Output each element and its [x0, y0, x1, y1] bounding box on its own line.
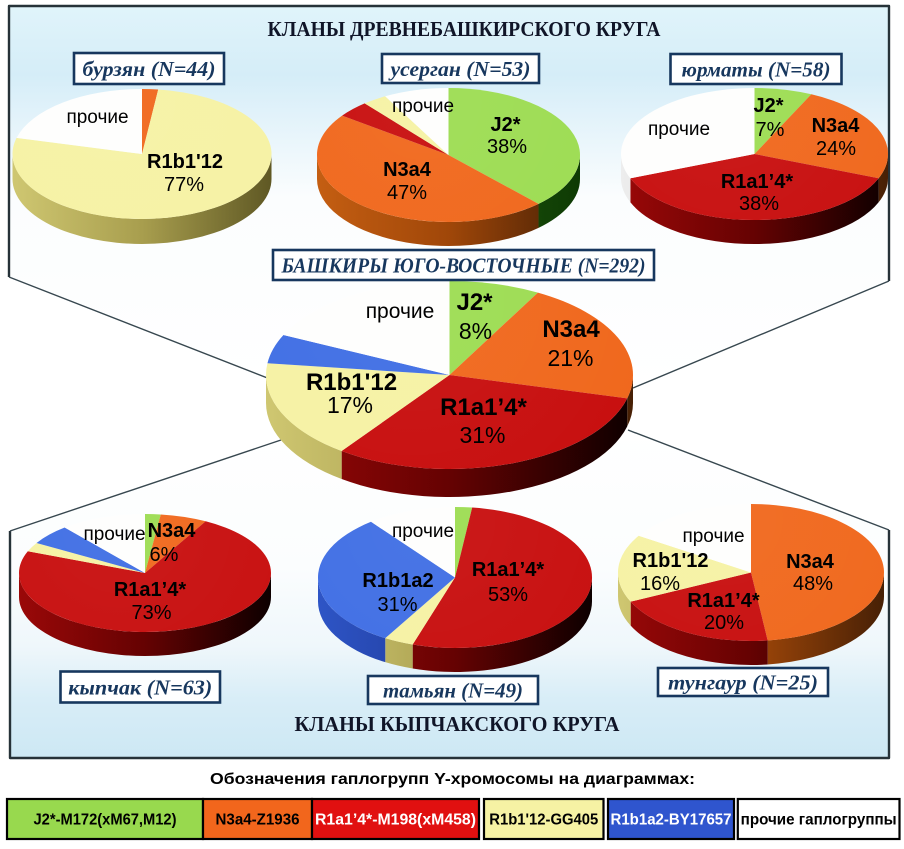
svg-text:кыпчак (N=63): кыпчак (N=63) [68, 675, 212, 699]
svg-text:77%: 77% [164, 174, 204, 196]
svg-text:R1b1a2: R1b1a2 [362, 570, 433, 592]
svg-text:тамьян (N=49): тамьян (N=49) [383, 678, 523, 702]
svg-text:прочие гаплогруппы: прочие гаплогруппы [741, 812, 897, 829]
svg-text:прочие: прочие [392, 96, 454, 117]
svg-text:7%: 7% [756, 119, 785, 141]
svg-text:R1a1’4*: R1a1’4* [472, 559, 544, 581]
svg-text:24%: 24% [816, 138, 856, 160]
svg-text:R1a1’4*: R1a1’4* [721, 171, 793, 193]
svg-text:21%: 21% [547, 345, 593, 371]
svg-text:38%: 38% [739, 193, 779, 215]
svg-text:31%: 31% [377, 594, 417, 616]
svg-text:31%: 31% [459, 422, 505, 448]
svg-text:J2*: J2* [753, 95, 783, 117]
svg-text:J2*-M172(xM67,M12): J2*-M172(xM67,M12) [34, 812, 177, 829]
svg-text:N3a4: N3a4 [148, 520, 197, 542]
svg-text:тунгаур (N=25): тунгаур (N=25) [668, 670, 818, 694]
svg-text:48%: 48% [793, 573, 833, 595]
svg-text:R1a1’4*-M198(xM458): R1a1’4*-M198(xM458) [315, 812, 476, 829]
svg-text:R1b1'12: R1b1'12 [633, 550, 709, 572]
svg-text:юрматы (N=58): юрматы (N=58) [682, 57, 831, 81]
svg-text:Обозначения гаплогрупп Y-хромо: Обозначения гаплогрупп Y-хромосомы на ди… [210, 771, 695, 788]
svg-text:R1b1a2-BY17657: R1b1a2-BY17657 [611, 812, 732, 829]
svg-text:73%: 73% [131, 602, 171, 624]
svg-text:прочие: прочие [648, 119, 710, 140]
svg-text:17%: 17% [327, 392, 373, 418]
svg-text:БАШКИРЫ ЮГО-ВОСТОЧНЫЕ (N=292): БАШКИРЫ ЮГО-ВОСТОЧНЫЕ (N=292) [281, 253, 646, 277]
svg-text:N3a4: N3a4 [812, 115, 861, 137]
svg-text:N3a4-Z1936: N3a4-Z1936 [216, 812, 300, 829]
svg-text:КЛАНЫ КЫПЧАКСКОГО КРУГА: КЛАНЫ КЫПЧАКСКОГО КРУГА [295, 712, 621, 736]
svg-text:R1a1’4*: R1a1’4* [114, 579, 186, 601]
svg-text:N3a4: N3a4 [786, 551, 835, 573]
svg-text:53%: 53% [488, 584, 528, 606]
svg-text:R1b1'12: R1b1'12 [147, 151, 223, 173]
svg-text:прочие: прочие [66, 107, 128, 128]
svg-text:прочие: прочие [392, 521, 454, 542]
svg-text:КЛАНЫ ДРЕВНЕБАШКИРСКОГО КРУГА: КЛАНЫ ДРЕВНЕБАШКИРСКОГО КРУГА [268, 17, 662, 41]
svg-text:R1a1’4*: R1a1’4* [440, 394, 527, 421]
svg-text:16%: 16% [640, 573, 680, 595]
svg-text:20%: 20% [704, 612, 744, 634]
svg-text:8%: 8% [459, 318, 492, 344]
svg-text:бурзян (N=44): бурзян (N=44) [83, 57, 216, 81]
svg-text:6%: 6% [150, 544, 179, 566]
svg-text:прочие: прочие [682, 526, 744, 547]
svg-text:прочие: прочие [83, 524, 145, 545]
svg-text:N3a4: N3a4 [383, 159, 432, 181]
svg-text:прочие: прочие [366, 300, 435, 323]
svg-text:R1a1’4*: R1a1’4* [687, 590, 759, 612]
svg-text:38%: 38% [487, 136, 527, 158]
svg-text:R1b1'12: R1b1'12 [306, 369, 397, 396]
svg-text:J2*: J2* [490, 114, 520, 136]
svg-text:47%: 47% [387, 182, 427, 204]
svg-text:R1b1'12-GG405: R1b1'12-GG405 [489, 812, 598, 829]
svg-text:усерган (N=53): усерган (N=53) [387, 57, 530, 81]
svg-text:N3a4: N3a4 [542, 316, 600, 343]
svg-text:J2*: J2* [456, 289, 493, 316]
